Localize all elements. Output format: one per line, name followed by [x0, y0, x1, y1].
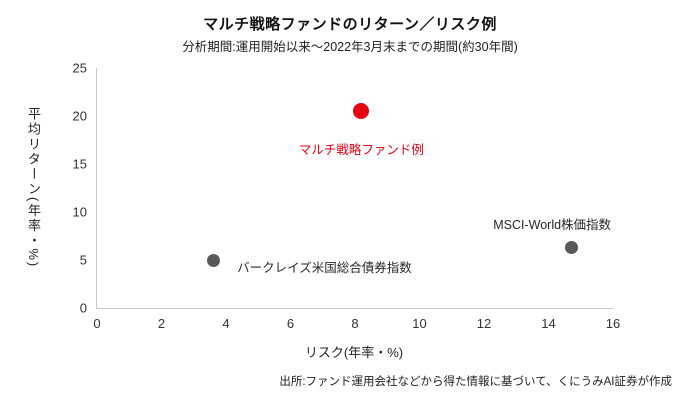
x-tick-label: 8 [351, 316, 359, 331]
y-tick-label: 25 [72, 60, 87, 76]
x-tick-label: 2 [157, 316, 166, 331]
x-tick-label: 4 [222, 316, 230, 331]
x-tick-label: 12 [476, 316, 492, 331]
scatter-point-label-msci-world-index: MSCI-World株価指数 [493, 217, 612, 232]
y-tick-label: 0 [79, 300, 87, 316]
y-axis-title: 平均リターン(年率・%) [26, 107, 41, 269]
y-tick-label: 5 [79, 252, 87, 268]
x-tick-label: 0 [93, 316, 101, 331]
scatter-point-msci-world-index [564, 241, 578, 255]
source-note: 出所:ファンド運用会社などから得た情報に基づいて、くにうみAI証券が作成 [279, 376, 672, 388]
x-tick-label: 10 [412, 316, 427, 331]
scatter-point-label-barclays-us-aggregate-bond-index: バークレイズ米国総合債券指数 [237, 261, 412, 275]
y-tick-label: 20 [72, 108, 87, 124]
plot-area: 0 2 4 6 8 10 12 14 16 0 5 10 15 20 25 マルチ戦略ファンド例バークレイズ米… [73, 61, 621, 332]
x-axis-title: リスク(年率・%) [304, 345, 404, 360]
x-tick-label: 16 [605, 316, 621, 331]
chart-subtitle: 分析期間:運用開始以来～2022年3月末までの期間(約30年間) [182, 40, 518, 54]
x-tick-label: 6 [286, 316, 295, 331]
y-tick-label: 15 [72, 156, 87, 172]
scatter-point-multi-strategy-fund-example [353, 103, 370, 120]
x-tick-label: 14 [541, 316, 556, 331]
chart-title: マルチ戦略ファンドのリターン／リスク例 [203, 16, 497, 33]
y-tick-label: 10 [72, 204, 87, 220]
scatter-point-label-multi-strategy-fund-example: マルチ戦略ファンド例 [298, 143, 424, 158]
scatter-point-barclays-us-aggregate-bond-index [206, 253, 220, 267]
